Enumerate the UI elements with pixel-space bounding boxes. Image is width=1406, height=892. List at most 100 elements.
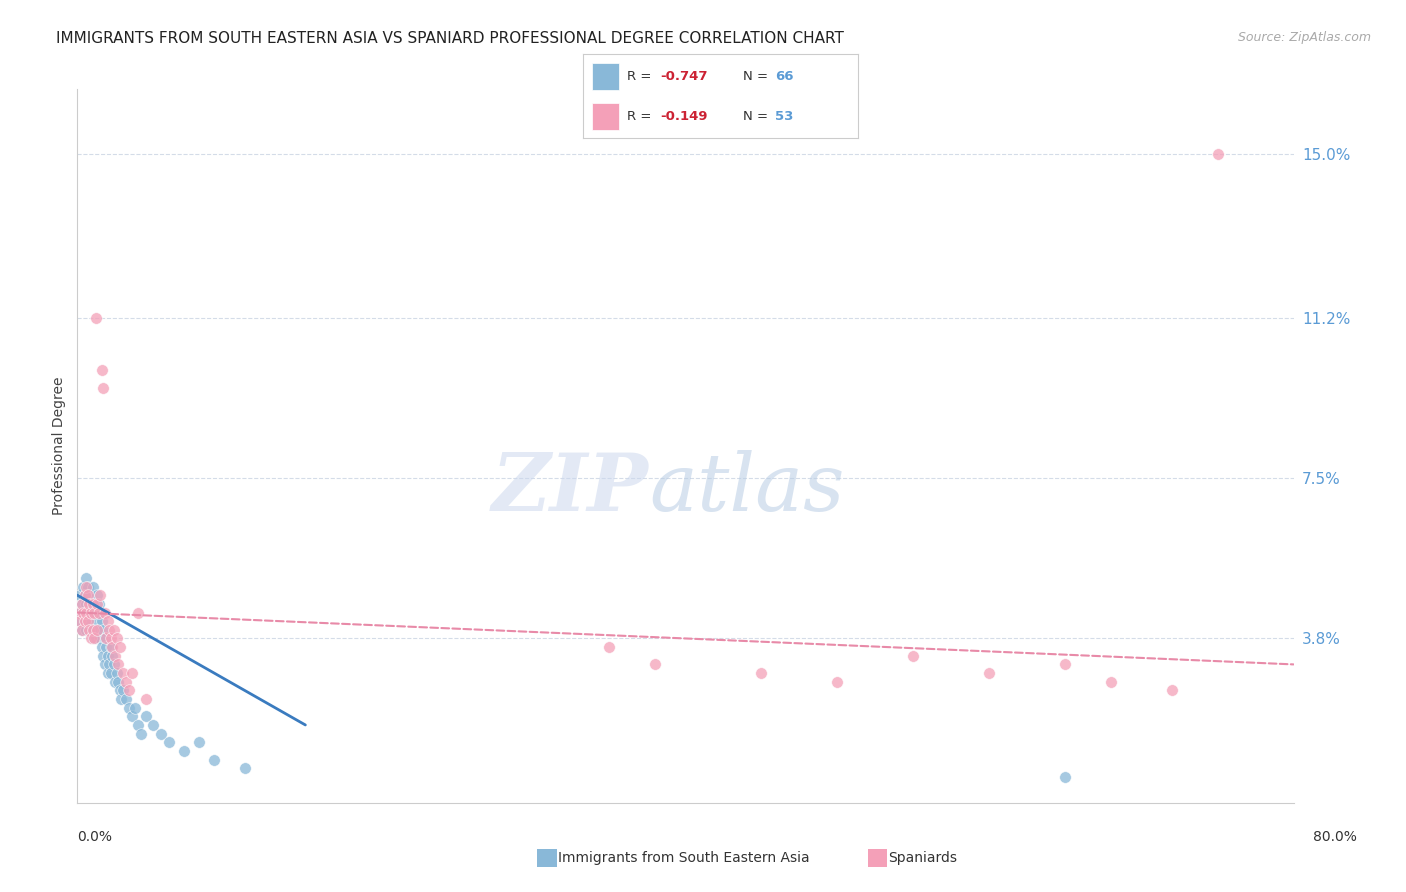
Point (82, 597, 104, 611)
Point (100, 632, 122, 646)
Text: IMMIGRANTS FROM SOUTH EASTERN ASIA VS SPANIARD PROFESSIONAL DEGREE CORRELATION C: IMMIGRANTS FROM SOUTH EASTERN ASIA VS SP… (56, 31, 844, 46)
Point (70, 597, 93, 611)
Text: N =: N = (742, 110, 772, 123)
Point (79, 588, 101, 602)
Text: atlas: atlas (650, 450, 845, 527)
Text: Spaniards: Spaniards (889, 851, 957, 865)
Point (73, 588, 96, 602)
Point (98, 623, 121, 637)
Point (86, 614, 108, 628)
Y-axis label: Professional Degree: Professional Degree (52, 376, 66, 516)
Point (77, 606, 100, 620)
Point (110, 692, 132, 706)
Text: -0.149: -0.149 (661, 110, 707, 123)
Point (93, 606, 115, 620)
Point (135, 692, 157, 706)
Point (80, 623, 103, 637)
Point (1161, 683, 1184, 698)
Point (107, 674, 129, 689)
Point (73, 614, 96, 628)
Point (188, 735, 211, 749)
Point (70, 597, 93, 611)
Point (97, 648, 120, 663)
Point (84, 606, 107, 620)
Point (82, 580, 104, 594)
Point (79, 597, 101, 611)
Point (105, 632, 128, 646)
Point (80, 606, 103, 620)
Point (111, 683, 134, 698)
Point (82, 632, 104, 646)
Point (101, 648, 124, 663)
Point (82, 623, 104, 637)
Point (173, 744, 195, 758)
Point (124, 700, 146, 714)
Text: 0.0%: 0.0% (77, 830, 112, 844)
Point (67, 606, 90, 620)
Point (1054, 770, 1077, 784)
Point (67, 606, 90, 620)
Point (80, 597, 103, 611)
Point (91, 623, 114, 637)
Point (100, 666, 122, 681)
Point (90, 614, 112, 628)
Point (83, 597, 105, 611)
Point (86, 588, 108, 602)
Text: 53: 53 (776, 110, 794, 123)
Point (69, 588, 91, 602)
Point (1099, 674, 1122, 689)
Point (75, 623, 97, 637)
Point (121, 709, 143, 723)
Point (108, 640, 131, 654)
Point (84, 311, 107, 326)
Point (90, 640, 112, 654)
Point (104, 674, 127, 689)
Point (202, 753, 225, 767)
Point (80, 632, 103, 646)
Point (903, 648, 925, 663)
Point (97, 666, 120, 681)
Point (118, 700, 141, 714)
Point (77, 588, 100, 602)
Point (89, 632, 111, 646)
Point (83, 632, 105, 646)
Point (1206, 147, 1229, 161)
Point (69, 614, 91, 628)
Point (70, 623, 93, 637)
Point (115, 674, 138, 689)
Point (103, 623, 125, 637)
Point (89, 606, 111, 620)
Point (89, 588, 111, 602)
Point (157, 735, 180, 749)
Point (127, 718, 149, 732)
Point (101, 640, 124, 654)
Point (129, 726, 152, 740)
Point (83, 623, 105, 637)
Point (142, 718, 165, 732)
Point (98, 657, 121, 672)
Point (233, 761, 256, 775)
Point (77, 580, 100, 594)
Point (87, 623, 110, 637)
Point (79, 614, 101, 628)
Point (644, 657, 666, 672)
Point (135, 709, 157, 723)
Point (75, 606, 97, 620)
Point (70, 623, 93, 637)
Point (87, 606, 110, 620)
Point (598, 640, 620, 654)
Point (86, 623, 108, 637)
Point (105, 666, 128, 681)
Point (100, 640, 122, 654)
Point (72, 580, 94, 594)
Point (96, 640, 118, 654)
Text: Source: ZipAtlas.com: Source: ZipAtlas.com (1237, 31, 1371, 45)
Point (1054, 657, 1077, 672)
Point (115, 692, 138, 706)
Point (79, 623, 101, 637)
Point (108, 683, 131, 698)
Point (149, 726, 172, 740)
Point (84, 632, 107, 646)
Text: 80.0%: 80.0% (1313, 830, 1357, 844)
Point (827, 674, 849, 689)
